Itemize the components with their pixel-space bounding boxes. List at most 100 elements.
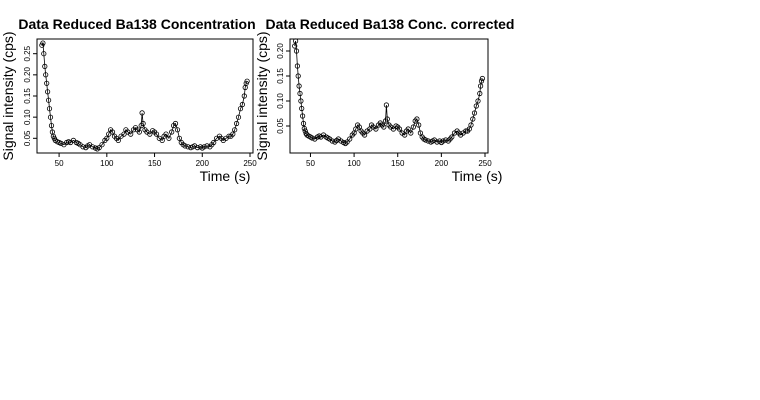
x-axis-label: Time (s) (452, 168, 503, 184)
data-point (128, 131, 134, 137)
data-point (449, 134, 455, 140)
data-point (468, 122, 474, 128)
data-point (438, 139, 444, 146)
data-point (136, 129, 142, 135)
data-point (80, 144, 86, 150)
data-point (471, 110, 478, 116)
x-axis-ticks: 50 100 150 200 250 (55, 153, 257, 168)
data-point (342, 140, 348, 147)
data-point (478, 78, 485, 84)
data-point (99, 142, 105, 148)
data-point (384, 116, 390, 122)
x-tick-label: 200 (196, 159, 210, 168)
x-axis-label: Time (s) (200, 168, 251, 184)
chart-panel-corrected: Data Reduced Ba138 Conc. corrected Time … (254, 16, 514, 184)
data-point (470, 116, 476, 122)
data-point (414, 116, 420, 122)
data-point (373, 126, 379, 132)
x-axis-ticks: 50 100 150 200 250 (306, 153, 492, 168)
plot-frame (289, 38, 489, 154)
data-point (299, 113, 306, 119)
data-point (96, 145, 102, 151)
x-tick-label: 250 (243, 159, 257, 168)
data-point (244, 78, 250, 84)
data-point (338, 138, 344, 144)
data-point (440, 138, 446, 144)
data-point (58, 140, 64, 146)
data-point (89, 144, 96, 150)
data-point (42, 63, 48, 70)
data-point (423, 137, 429, 143)
data-point (295, 73, 301, 79)
data-point (473, 103, 479, 109)
data-point (211, 139, 217, 146)
data-point (294, 63, 300, 69)
series-line (41, 41, 248, 150)
data-point (159, 137, 165, 143)
data-point (383, 102, 389, 108)
y-axis-ticks: 0.05 0.10 0.15 0.20 0.25 (23, 45, 37, 146)
data-point (169, 129, 175, 135)
y-tick-label: 0.15 (23, 88, 32, 104)
data-point (239, 101, 245, 108)
data-point (332, 139, 338, 145)
data-point (410, 124, 416, 130)
data-point (147, 131, 153, 137)
data-series (292, 38, 485, 147)
chart-panel-concentration: Data Reduced Ba138 Concentration Time (s… (0, 16, 257, 184)
data-point (408, 130, 414, 136)
data-point (390, 126, 396, 132)
data-point (234, 120, 240, 127)
data-point (477, 90, 483, 97)
data-point (235, 114, 242, 120)
x-tick-label: 100 (100, 159, 114, 168)
x-tick-label: 100 (347, 159, 361, 168)
data-point (172, 120, 179, 127)
data-point (292, 38, 299, 44)
y-tick-label: 0.05 (276, 118, 285, 134)
data-point (106, 131, 112, 137)
data-point (405, 126, 411, 132)
data-point (192, 143, 198, 149)
data-point (182, 143, 188, 149)
y-axis-label: Signal intensity (cps) (254, 31, 270, 160)
data-point (174, 127, 181, 133)
y-tick-label: 0.05 (23, 130, 32, 146)
data-point (166, 135, 172, 141)
data-point (309, 135, 315, 141)
data-point (115, 137, 121, 143)
data-point (299, 105, 305, 112)
data-point (47, 114, 54, 120)
y-tick-label: 0.10 (23, 109, 32, 125)
y-tick-label: 0.25 (23, 45, 32, 61)
data-point (109, 129, 116, 135)
data-point (292, 43, 298, 49)
data-point (300, 120, 307, 127)
x-tick-label: 150 (148, 159, 162, 168)
y-tick-label: 0.20 (23, 67, 32, 83)
data-point (44, 80, 50, 86)
data-point (477, 83, 484, 89)
x-tick-label: 200 (435, 159, 449, 168)
data-point (479, 75, 485, 82)
data-point (140, 120, 146, 127)
data-point (347, 136, 353, 142)
data-point (230, 131, 236, 137)
data-point (176, 135, 182, 141)
data-point (416, 122, 422, 128)
y-axis-ticks: 0.05 0.10 0.15 0.20 (276, 43, 290, 134)
y-tick-label: 0.10 (276, 93, 285, 109)
x-tick-label: 50 (55, 159, 64, 168)
data-series (39, 40, 250, 152)
data-point (297, 90, 303, 97)
data-point (298, 98, 304, 104)
data-point (48, 123, 55, 129)
data-point (139, 110, 145, 116)
data-point (475, 98, 481, 104)
data-point (293, 48, 300, 54)
data-point (296, 83, 302, 89)
data-point (237, 106, 244, 112)
y-tick-label: 0.20 (276, 43, 285, 59)
data-point (46, 106, 53, 112)
